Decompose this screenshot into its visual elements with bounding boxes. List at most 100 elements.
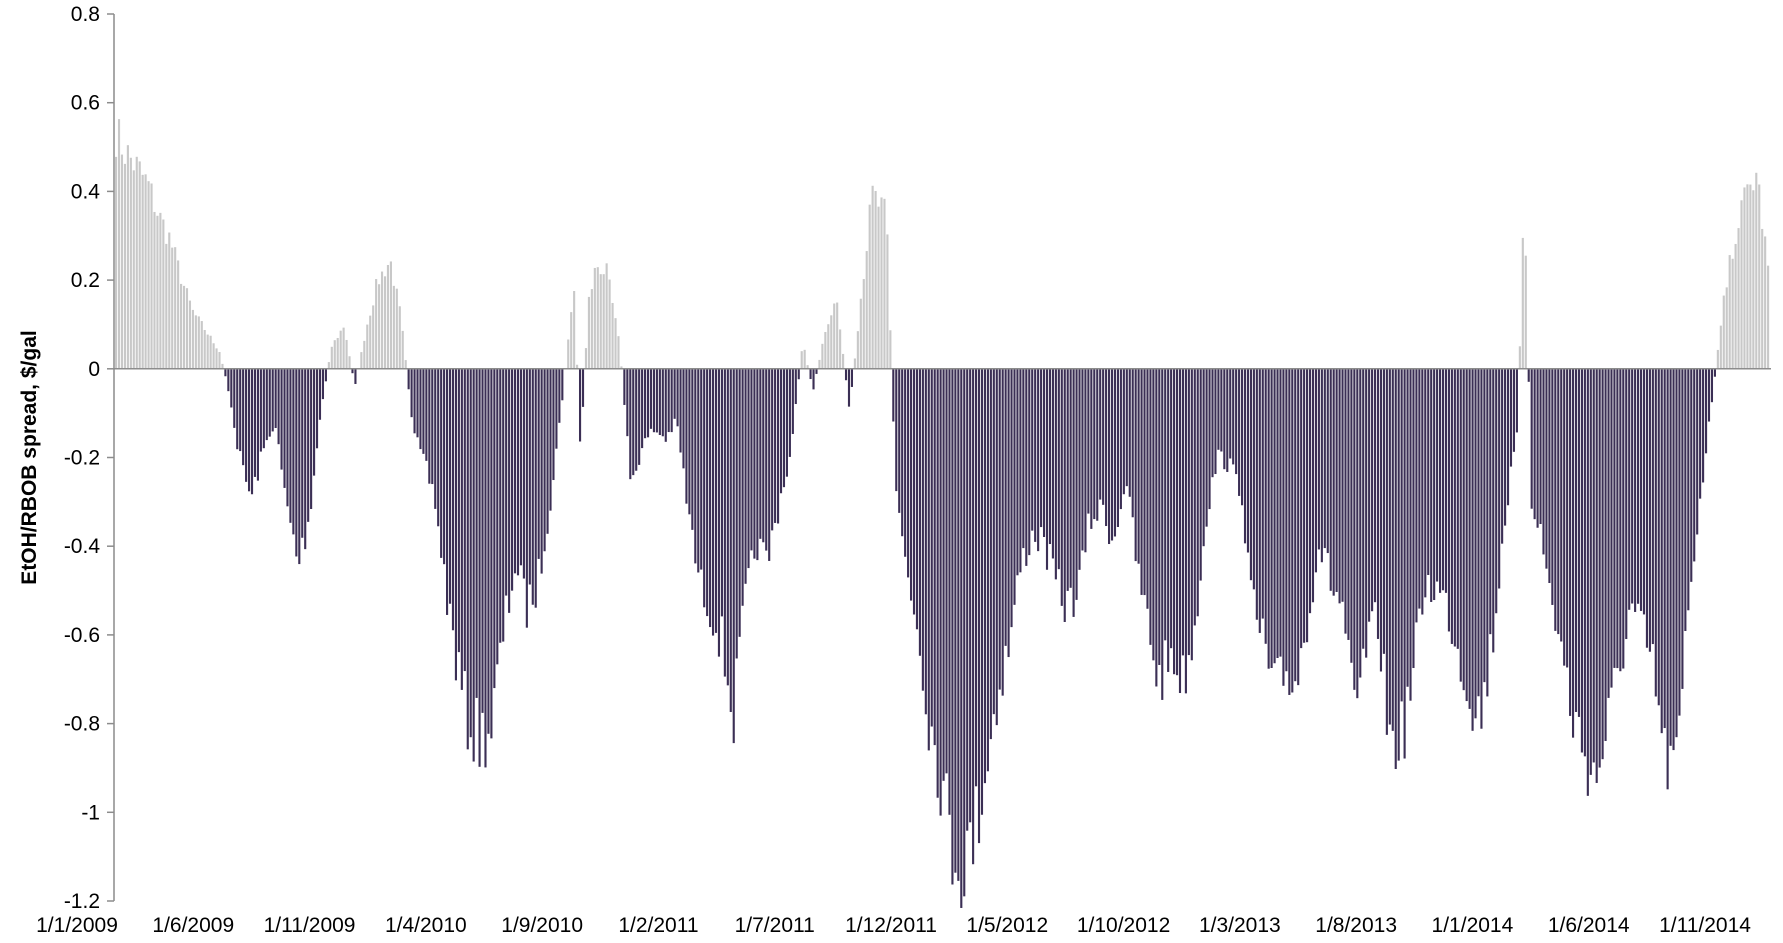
- spread-bar: [460, 368, 463, 690]
- spread-bar: [1409, 368, 1412, 701]
- spread-bar: [256, 368, 259, 481]
- y-tick-label: -0.8: [64, 713, 100, 736]
- spread-bar: [1128, 368, 1131, 497]
- spread-bar: [1007, 368, 1010, 658]
- spread-bar: [1223, 368, 1226, 470]
- spread-bar: [1498, 368, 1501, 589]
- spread-bar: [738, 368, 741, 637]
- spread-bar: [321, 368, 325, 400]
- spread-bar: [1716, 349, 1719, 369]
- spread-bar: [980, 368, 984, 815]
- spread-bar: [1728, 255, 1731, 369]
- spread-bar: [1589, 368, 1592, 775]
- spread-bar: [850, 368, 854, 387]
- spread-bar: [1063, 368, 1066, 622]
- spread-bar: [1084, 368, 1087, 553]
- spread-bar: [1424, 368, 1427, 598]
- spread-bar: [1303, 368, 1306, 643]
- spread-bar: [1702, 368, 1705, 483]
- spread-bar: [463, 368, 466, 672]
- spread-bar: [1300, 368, 1303, 649]
- spread-bar: [330, 346, 333, 369]
- spread-bar: [954, 368, 957, 873]
- spread-bar: [1719, 325, 1722, 369]
- spread-bar: [236, 368, 239, 450]
- spread-bar: [800, 351, 803, 369]
- spread-bar: [1663, 368, 1666, 729]
- spread-bar: [1477, 368, 1480, 697]
- spread-bar: [723, 368, 726, 677]
- spread-bar: [1264, 368, 1267, 644]
- spread-bar: [1504, 368, 1507, 526]
- spread-bar: [250, 368, 254, 495]
- spread-bar: [977, 368, 981, 844]
- spread-bar: [1634, 368, 1637, 612]
- spread-bar: [951, 368, 954, 885]
- spread-bar: [1341, 368, 1344, 602]
- spread-bar: [490, 368, 493, 739]
- spread-bar: [697, 368, 700, 573]
- spread-bar: [265, 368, 268, 441]
- spread-bar: [398, 306, 401, 369]
- spread-bar: [1025, 368, 1028, 566]
- spread-bar: [1648, 368, 1651, 652]
- spread-bar: [511, 368, 514, 591]
- spread-bar: [1752, 190, 1755, 369]
- spread-bar: [1010, 368, 1013, 628]
- spread-bar: [508, 368, 511, 613]
- spread-bar: [1722, 295, 1725, 369]
- spread-bar: [1022, 368, 1025, 549]
- spread-bar: [1243, 368, 1247, 544]
- bar-series: [115, 119, 1770, 908]
- spread-bar: [1149, 368, 1152, 645]
- spread-bar: [1639, 368, 1643, 611]
- spread-bar: [242, 368, 245, 466]
- spread-bar: [318, 368, 322, 420]
- spread-bar: [218, 352, 221, 369]
- spread-bar: [1388, 368, 1391, 725]
- spread-bar: [1699, 368, 1702, 499]
- spread-bar: [1376, 368, 1380, 639]
- spread-bar: [1356, 368, 1359, 699]
- spread-bar: [646, 368, 650, 438]
- spread-bar: [774, 368, 777, 523]
- spread-bar: [1580, 368, 1583, 753]
- spread-bar: [859, 298, 862, 369]
- spread-bar: [499, 368, 502, 643]
- spread-bar: [315, 368, 319, 449]
- spread-bar: [1362, 368, 1365, 649]
- spread-bar: [1758, 184, 1761, 369]
- spread-bar: [1483, 368, 1486, 683]
- spread-bar: [1258, 368, 1261, 633]
- spread-bar: [1116, 368, 1119, 527]
- spread-bar: [1110, 368, 1114, 541]
- spread-bar: [833, 303, 836, 369]
- spread-bar: [989, 368, 992, 740]
- spread-bar: [1178, 368, 1182, 694]
- spread-bar: [1069, 368, 1072, 588]
- spread-bar: [830, 315, 833, 369]
- spread-bar: [584, 348, 588, 369]
- spread-bar: [827, 324, 830, 369]
- spread-bar: [1347, 368, 1350, 640]
- spread-bar: [1099, 368, 1102, 500]
- spread-bar: [602, 274, 605, 369]
- spread-bar: [1314, 368, 1318, 573]
- spread-bar: [1731, 258, 1734, 369]
- spread-bar: [1524, 255, 1527, 369]
- spread-bar: [945, 368, 948, 774]
- spread-bar: [1232, 368, 1235, 465]
- spread-bar: [1167, 368, 1170, 672]
- y-tick-label: -0.2: [64, 447, 100, 470]
- spread-bar: [1625, 368, 1628, 640]
- spread-bar: [386, 265, 390, 369]
- spread-bar: [1246, 368, 1250, 553]
- spread-bar: [1329, 368, 1332, 591]
- spread-bar: [717, 368, 721, 657]
- spread-bar: [233, 368, 236, 428]
- spread-bar: [1436, 368, 1439, 582]
- x-tick-label: 1/10/2012: [1077, 914, 1170, 937]
- spread-bar: [1406, 368, 1409, 687]
- spread-bar: [472, 368, 475, 762]
- spread-bar: [933, 368, 936, 746]
